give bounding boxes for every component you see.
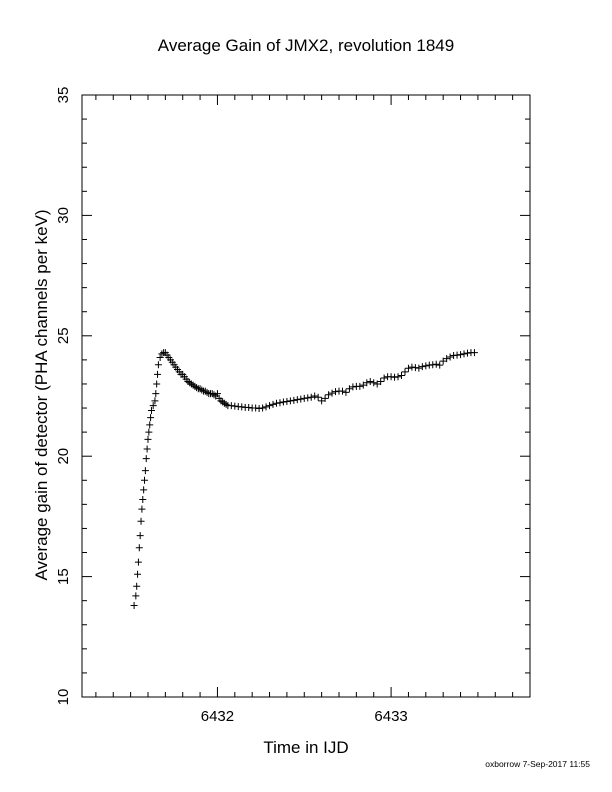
data-point	[345, 385, 353, 393]
data-point	[133, 582, 141, 590]
data-point	[363, 379, 371, 387]
credit-stamp: oxborrow 7-Sep-2017 11:55	[485, 759, 590, 769]
data-point	[139, 496, 147, 504]
data-point	[259, 404, 267, 412]
data-point	[138, 505, 146, 513]
data-point	[307, 393, 315, 401]
data-point	[143, 445, 151, 453]
data-point	[398, 372, 406, 380]
data-point	[154, 361, 162, 369]
axis-ticks	[82, 94, 531, 698]
data-point	[154, 370, 162, 378]
x-tick-label: 6432	[201, 708, 234, 725]
data-point	[297, 395, 305, 403]
data-point	[321, 394, 329, 402]
data-point	[262, 403, 270, 411]
data-point	[401, 368, 409, 376]
plot-frame	[81, 94, 531, 698]
data-point	[380, 374, 388, 382]
y-tick-label: 30	[55, 207, 72, 224]
data-point	[460, 350, 468, 358]
data-point	[140, 486, 148, 494]
data-point	[145, 428, 153, 436]
data-point	[311, 392, 319, 400]
data-point	[314, 393, 322, 401]
data-point	[151, 397, 159, 405]
data-point	[134, 558, 142, 566]
data-point	[203, 388, 211, 396]
data-point	[446, 353, 454, 361]
data-point	[415, 364, 423, 372]
data-point	[404, 364, 412, 372]
data-point	[283, 398, 291, 406]
y-tick-label: 35	[55, 87, 72, 104]
data-point	[290, 396, 298, 404]
chart-title: Average Gain of JMX2, revolution 1849	[157, 36, 455, 55]
data-point	[134, 570, 142, 578]
data-point	[342, 388, 350, 396]
data-point	[304, 394, 312, 402]
data-point	[213, 390, 221, 398]
data-point	[144, 435, 152, 443]
data-point	[156, 353, 164, 361]
data-point	[356, 382, 364, 390]
data-point	[432, 360, 440, 368]
data-point	[377, 378, 385, 386]
data-point	[193, 384, 201, 392]
data-point	[222, 400, 230, 408]
data-point	[457, 351, 465, 359]
data-point	[394, 373, 402, 381]
data-point	[370, 379, 378, 387]
data-point	[135, 544, 143, 552]
data-point	[266, 402, 274, 410]
data-point	[130, 601, 138, 609]
data-point	[149, 402, 157, 410]
y-tick-label: 10	[55, 689, 72, 706]
x-axis-label: Time in IJD	[263, 738, 349, 757]
data-point	[158, 350, 166, 358]
data-point	[325, 391, 333, 399]
data-point	[436, 361, 444, 369]
data-point	[276, 399, 284, 407]
data-point	[146, 421, 154, 429]
data-point	[443, 355, 451, 363]
data-point	[269, 400, 277, 408]
y-tick-label: 20	[55, 448, 72, 465]
data-point	[366, 378, 374, 386]
data-point	[142, 455, 150, 463]
data-point	[328, 389, 336, 397]
data-point	[147, 406, 155, 414]
data-point	[147, 414, 155, 422]
data-point	[136, 532, 144, 540]
data-point	[137, 517, 145, 525]
data-points	[130, 349, 478, 609]
data-point	[418, 363, 426, 371]
data-point	[132, 592, 140, 600]
data-point	[210, 391, 218, 399]
data-point	[470, 349, 478, 357]
y-tick-label: 15	[55, 568, 72, 585]
data-point	[152, 390, 160, 398]
data-point	[198, 386, 206, 394]
data-point	[422, 362, 430, 370]
axis-tick-labels: 6432 6433 10 15 20 25 30 35	[55, 87, 408, 725]
data-point	[153, 380, 161, 388]
data-point	[338, 387, 346, 395]
y-tick-label: 25	[55, 327, 72, 344]
data-point	[141, 467, 149, 475]
data-point	[141, 476, 149, 484]
x-tick-label: 6433	[374, 708, 407, 725]
